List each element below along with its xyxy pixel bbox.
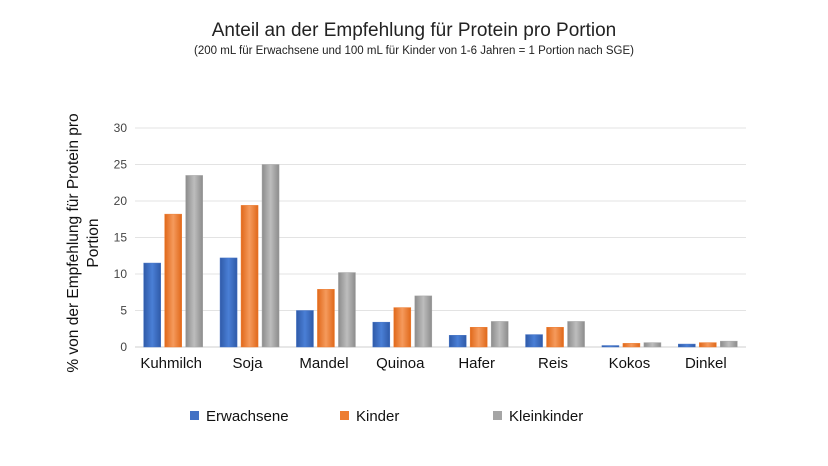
bar-kinder-mandel bbox=[317, 289, 335, 348]
y-tick-label: 5 bbox=[120, 304, 127, 318]
legend-swatch bbox=[493, 411, 502, 420]
bar-erwachsene-quinoa bbox=[372, 321, 391, 348]
chart-subtitle: (200 mL für Erwachsene und 100 mL für Ki… bbox=[194, 45, 634, 57]
bar-erwachsene-dinkel bbox=[678, 343, 696, 348]
bar-erwachsene-kokos bbox=[601, 345, 620, 348]
legend-item-erwachsene: Erwachsene bbox=[190, 408, 289, 425]
bar-erwachsene-reis bbox=[525, 334, 543, 348]
bar-erwachsene-mandel bbox=[296, 310, 314, 348]
legend-swatch bbox=[340, 411, 349, 420]
bar-kleinkinder-reis bbox=[567, 321, 585, 348]
bar-erwachsene-kuhmilch bbox=[143, 262, 161, 348]
bar-erwachsene-soja bbox=[219, 257, 238, 348]
chart-title: Anteil an der Empfehlung für Protein pro… bbox=[212, 20, 617, 41]
legend-label: Kleinkinder bbox=[509, 408, 583, 425]
y-tick-label: 25 bbox=[114, 158, 128, 172]
bar-kleinkinder-soja bbox=[261, 164, 280, 348]
bar-kinder-quinoa bbox=[393, 307, 412, 348]
bar-kinder-hafer bbox=[469, 327, 488, 348]
legend: Erwachsene Kinder Kleinkinder bbox=[190, 408, 583, 425]
y-tick-label: 30 bbox=[114, 121, 128, 135]
bar-kleinkinder-kokos bbox=[643, 342, 662, 348]
legend-swatch bbox=[190, 411, 199, 420]
bar-kleinkinder-mandel bbox=[338, 272, 356, 348]
bar-kleinkinder-kuhmilch bbox=[185, 175, 203, 348]
legend-label: Kinder bbox=[356, 408, 399, 425]
y-axis-ticks: 0 5 10 15 20 25 30 bbox=[114, 121, 128, 354]
x-tick-label: Hafer bbox=[458, 355, 495, 372]
x-tick-label: Soja bbox=[233, 355, 264, 372]
y-tick-label: 0 bbox=[120, 340, 127, 354]
y-axis-label-line-2: Portion bbox=[85, 218, 102, 267]
bar-kleinkinder-hafer bbox=[490, 321, 509, 348]
bars bbox=[143, 164, 738, 348]
legend-item-kleinkinder: Kleinkinder bbox=[493, 408, 583, 425]
bar-kinder-reis bbox=[546, 327, 564, 348]
x-tick-label: Dinkel bbox=[685, 355, 727, 372]
bar-kinder-kokos bbox=[622, 343, 641, 348]
y-axis-label-line-1: % von der Empfehlung für Protein pro bbox=[65, 113, 82, 372]
x-tick-label: Kuhmilch bbox=[140, 355, 202, 372]
y-tick-label: 20 bbox=[114, 194, 128, 208]
x-tick-label: Reis bbox=[538, 355, 568, 372]
x-tick-label: Quinoa bbox=[376, 355, 425, 372]
bar-erwachsene-hafer bbox=[448, 335, 467, 348]
x-tick-label: Mandel bbox=[299, 355, 348, 372]
bar-kinder-dinkel bbox=[699, 342, 717, 348]
legend-item-kinder: Kinder bbox=[340, 408, 399, 425]
bar-kinder-soja bbox=[240, 205, 259, 348]
y-tick-label: 15 bbox=[114, 231, 128, 245]
y-tick-label: 10 bbox=[114, 267, 128, 281]
legend-label: Erwachsene bbox=[206, 408, 289, 425]
x-tick-label: Kokos bbox=[609, 355, 651, 372]
bar-kleinkinder-quinoa bbox=[414, 295, 433, 348]
bar-kinder-kuhmilch bbox=[164, 213, 182, 348]
bar-kleinkinder-dinkel bbox=[720, 340, 738, 348]
x-axis-ticks: Kuhmilch Soja Mandel Quinoa Hafer Reis Kokos Di… bbox=[140, 355, 726, 372]
